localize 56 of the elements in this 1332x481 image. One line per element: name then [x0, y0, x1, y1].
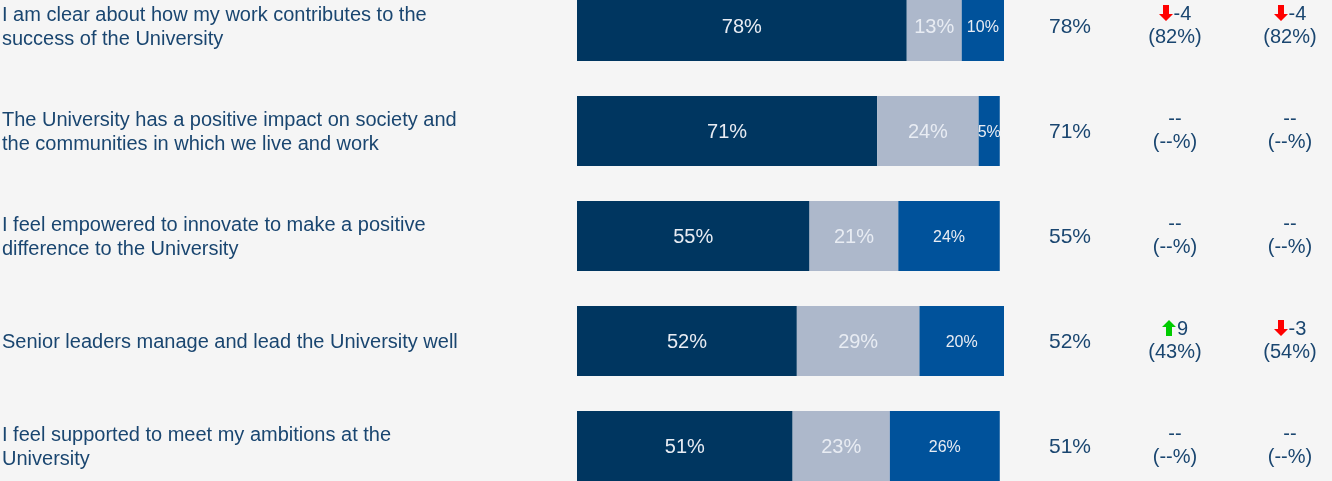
text: -3 [1288, 316, 1307, 339]
text: (--%) [1151, 234, 1199, 258]
text: -- [1283, 211, 1297, 234]
data-label: 23% [821, 435, 862, 457]
data-label: 71% [707, 120, 748, 142]
data-label: 10% [966, 17, 999, 35]
bar [577, 201, 810, 271]
text: 78% [1048, 13, 1092, 38]
text: (--%) [1151, 129, 1199, 153]
data-label: 29% [838, 330, 879, 352]
y-tick-label: I am clear about how my work contributes to the success of the University [2, 1, 428, 50]
text: (43%) [1147, 339, 1203, 363]
text: 9 [1176, 316, 1189, 339]
bar [577, 411, 793, 481]
text: (54%) [1262, 339, 1318, 363]
bar [919, 306, 1004, 376]
data-label: 21% [833, 225, 875, 247]
y-tick-label: I feel supported to meet my ambitions at the University [2, 421, 393, 470]
text: (82%) [1147, 24, 1203, 48]
text: (--%) [1266, 129, 1314, 153]
bar [877, 96, 979, 166]
text: (--%) [1151, 444, 1199, 468]
data-label: 52% [666, 330, 708, 352]
data-label: 26% [928, 437, 961, 455]
data-label: 5% [977, 122, 1001, 140]
text: -- [1168, 106, 1182, 129]
y-tick-label: I feel empowered to innovate to make a positive difference to the University [2, 211, 427, 260]
bar [796, 306, 920, 376]
text: -4 [1288, 1, 1307, 24]
data-label: 20% [945, 332, 978, 350]
bar [809, 201, 899, 271]
text: 51% [1048, 433, 1092, 458]
text: -- [1168, 211, 1182, 234]
text: -- [1168, 421, 1182, 444]
bar [577, 306, 797, 376]
bar [577, 96, 878, 166]
text: (--%) [1266, 234, 1314, 258]
data-label: 78% [721, 15, 763, 37]
data-label: 24% [933, 227, 966, 245]
bar [792, 411, 890, 481]
data-label: 55% [673, 225, 714, 247]
text: 52% [1048, 328, 1092, 353]
y-tick-label: Senior leaders manage and lead the University well [2, 328, 458, 353]
y-tick-label: The University has a positive impact on society and the communities in which we live and work [2, 106, 458, 155]
text: -- [1283, 106, 1297, 129]
text: (--%) [1266, 444, 1314, 468]
text: 71% [1048, 118, 1092, 143]
data-label: 51% [664, 435, 706, 457]
data-label: 24% [907, 120, 949, 142]
bar [898, 201, 1000, 271]
text: 55% [1048, 223, 1092, 248]
text: -- [1283, 421, 1297, 444]
text: -4 [1173, 1, 1192, 24]
data-label: 13% [914, 15, 955, 37]
bar [889, 411, 1000, 481]
text: (82%) [1262, 24, 1318, 48]
